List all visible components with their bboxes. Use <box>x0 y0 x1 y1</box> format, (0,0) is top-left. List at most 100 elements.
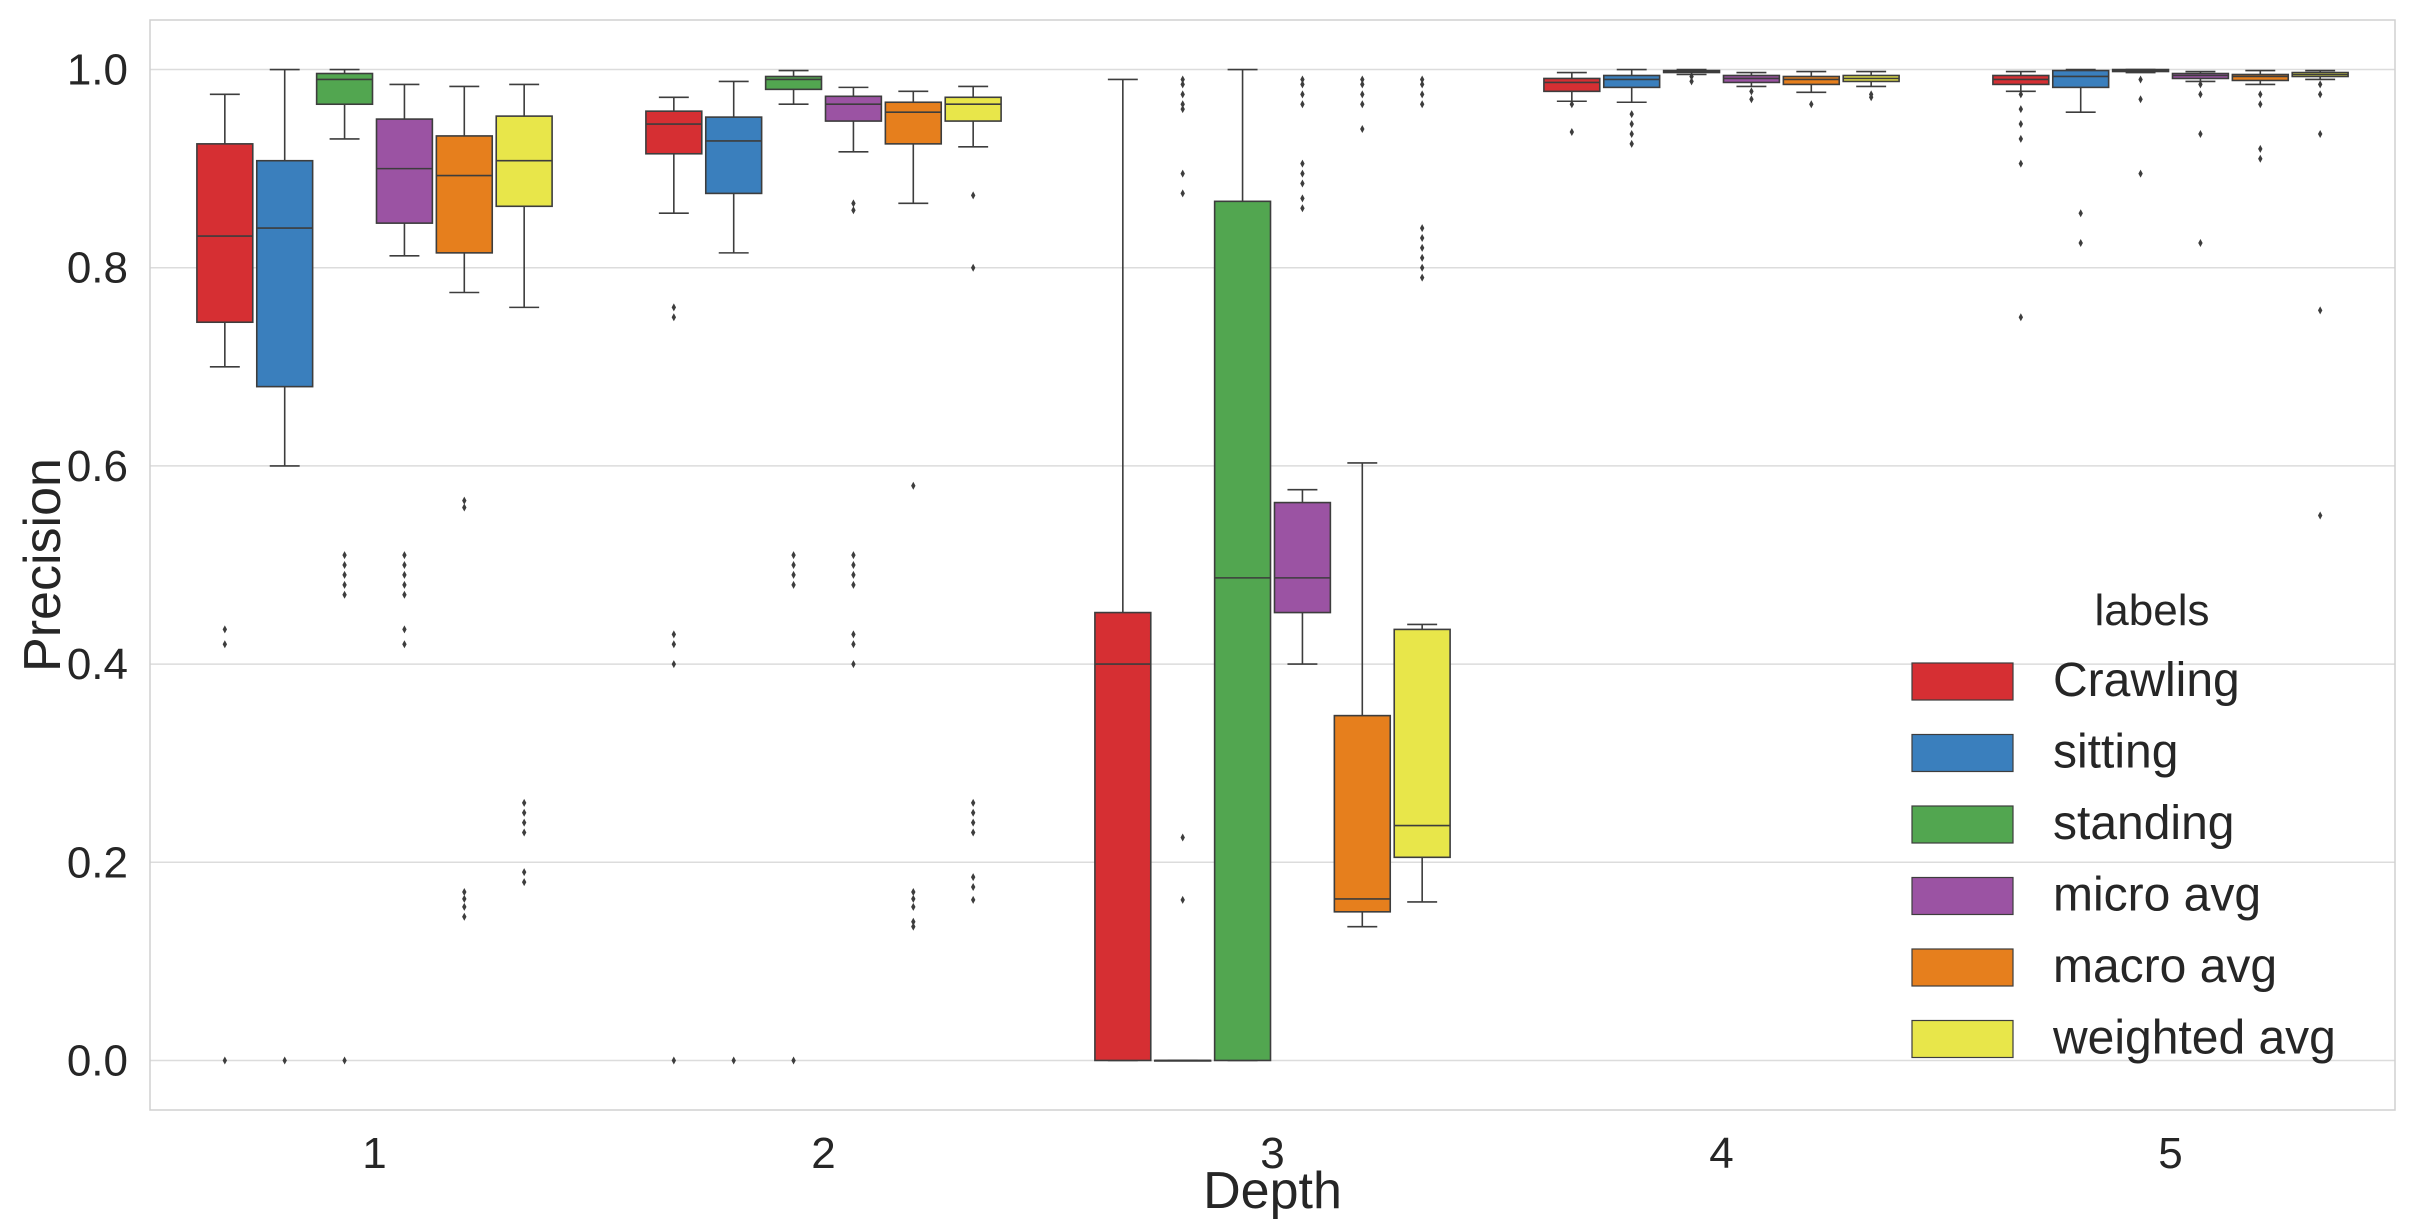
outlier-point <box>2317 511 2323 520</box>
outlier-point <box>1419 90 1425 99</box>
outlier-point <box>462 902 467 911</box>
outlier-point <box>1629 120 1634 129</box>
outlier-point <box>1300 204 1305 213</box>
outlier-point <box>1689 77 1694 86</box>
legend-title: labels <box>2095 586 2210 635</box>
box-micro-avg-depth-1 <box>375 83 434 649</box>
outlier-point <box>851 580 856 589</box>
outlier-point <box>671 660 677 669</box>
outlier-point <box>851 206 856 215</box>
box-iqr <box>944 96 1002 122</box>
box-micro-avg-depth-5 <box>2171 70 2230 247</box>
outlier-point <box>462 894 467 903</box>
box-weighted-avg-depth-5 <box>2291 69 2349 520</box>
box-sitting-depth-5 <box>2051 68 2110 247</box>
legend-label: standing <box>2053 797 2234 850</box>
outlier-point <box>851 561 856 569</box>
x-tick-label: 3 <box>1260 1129 1284 1178</box>
outlier-point <box>851 199 856 208</box>
legend-swatch <box>1911 662 2014 701</box>
outlier-point <box>2078 209 2083 218</box>
box-plots <box>196 68 2349 1065</box>
box-micro-avg-depth-2 <box>824 86 883 669</box>
legend-item-crawling: Crawling <box>1911 654 2240 707</box>
box-weighted-avg-depth-1 <box>495 83 553 887</box>
outlier-point <box>1419 263 1425 272</box>
box-macro-avg-depth-3 <box>1333 75 1392 928</box>
legend-items: Crawling sitting standing micro avg macro av… <box>1911 654 2336 1065</box>
outlier-point <box>2198 90 2203 99</box>
box-standing-depth-4 <box>1662 68 1721 86</box>
outlier-point <box>2258 144 2263 153</box>
outlier-point <box>1300 75 1305 84</box>
outlier-point <box>2018 120 2024 129</box>
outlier-point <box>1419 273 1425 282</box>
outlier-point <box>2138 75 2143 84</box>
box-iqr <box>375 118 434 224</box>
box-standing-depth-5 <box>2111 68 2170 178</box>
outlier-point <box>1419 75 1425 84</box>
box-macro-avg-depth-1 <box>435 85 494 921</box>
legend-swatch <box>1911 805 2014 844</box>
outlier-point <box>1300 159 1305 168</box>
outlier-point <box>911 481 916 490</box>
outlier-point <box>1419 243 1425 252</box>
y-tick-label: 1.0 <box>67 46 128 95</box>
legend-item-sitting: sitting <box>1911 726 2178 779</box>
outlier-point <box>1569 127 1575 136</box>
outlier-point <box>1180 105 1185 114</box>
outlier-point <box>2258 100 2263 109</box>
outlier-point <box>2258 154 2263 163</box>
outlier-point <box>1419 80 1425 89</box>
outlier-point <box>911 902 916 911</box>
outlier-point <box>1868 93 1874 102</box>
legend-label: macro avg <box>2053 940 2277 993</box>
outlier-point <box>402 551 407 560</box>
box-iqr <box>196 143 254 324</box>
box-iqr <box>435 135 494 254</box>
box-macro-avg-depth-5 <box>2231 69 2290 163</box>
outlier-point <box>1180 90 1185 99</box>
outlier-point <box>970 895 976 904</box>
outlier-point <box>1689 72 1694 81</box>
outlier-point <box>970 798 976 807</box>
outlier-point <box>671 630 677 639</box>
legend-swatch <box>1911 876 2014 916</box>
outlier-point <box>851 551 856 560</box>
outlier-point <box>791 551 796 560</box>
outlier-point <box>1629 110 1634 119</box>
box-micro-avg-depth-4 <box>1722 71 1781 104</box>
box-weighted-avg-depth-3 <box>1393 75 1451 903</box>
outlier-point <box>2018 159 2024 168</box>
outlier-point <box>1180 169 1185 178</box>
outlier-point <box>1300 100 1305 109</box>
outlier-point <box>2018 90 2024 99</box>
x-tick-labels: 1 2 3 4 5 <box>362 1129 2182 1178</box>
outlier-point <box>1569 100 1575 109</box>
outlier-point <box>1180 80 1185 89</box>
outlier-point <box>970 873 976 882</box>
outlier-point <box>342 1056 347 1065</box>
box-iqr <box>1602 74 1661 89</box>
outlier-point <box>1749 95 1754 104</box>
outlier-point <box>970 883 976 892</box>
outlier-point <box>970 808 976 817</box>
y-tick-label: 0.6 <box>67 442 128 491</box>
outlier-point <box>1300 179 1305 188</box>
outlier-point <box>1180 895 1185 904</box>
box-crawling-depth-5 <box>1992 70 2050 322</box>
outlier-point <box>342 570 347 579</box>
legend-label: micro avg <box>2053 869 2261 922</box>
outlier-point <box>911 894 916 903</box>
box-iqr <box>884 101 943 145</box>
outlier-point <box>2317 306 2323 315</box>
outlier-point <box>851 630 856 639</box>
outlier-point <box>851 660 856 669</box>
outlier-point <box>2018 134 2024 143</box>
outlier-point <box>2198 80 2203 89</box>
box-crawling-depth-4 <box>1543 71 1601 136</box>
outlier-point <box>911 922 916 931</box>
outlier-point <box>1180 100 1185 109</box>
box-iqr <box>1543 77 1601 93</box>
box-iqr <box>2051 69 2110 89</box>
